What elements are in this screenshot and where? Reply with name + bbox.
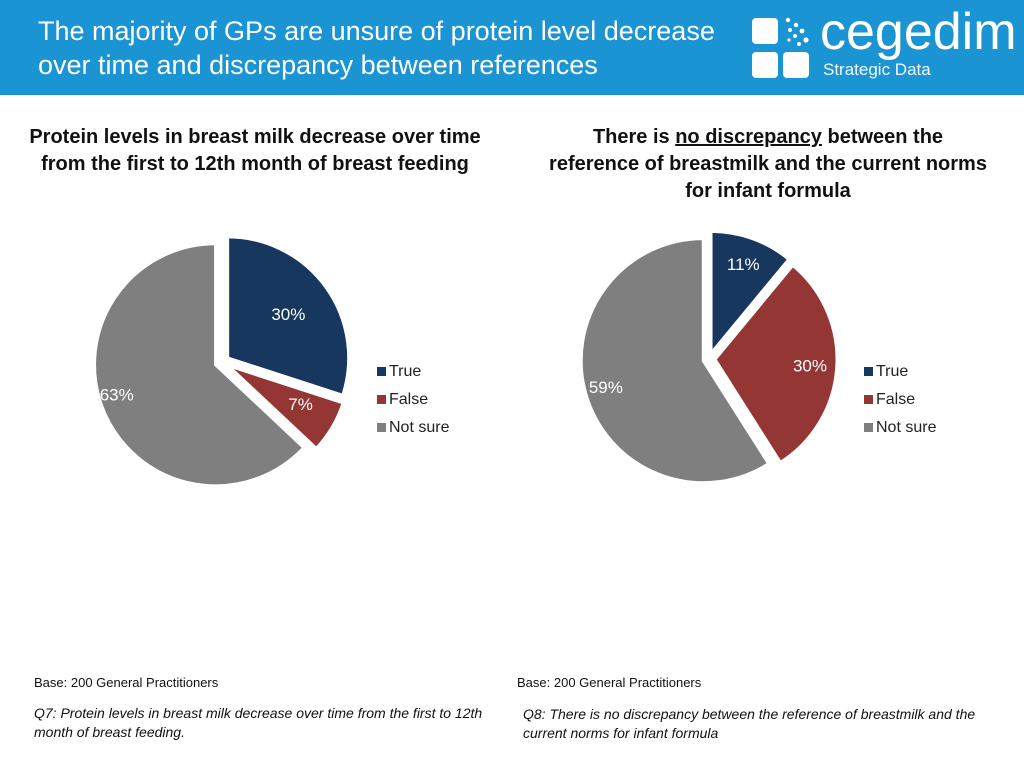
legend-swatch-false (864, 395, 873, 404)
logo-square-2 (752, 52, 778, 78)
pie-slice-true (226, 235, 351, 398)
data-label-false: 30% (793, 356, 827, 375)
chart-2-title: There is no discrepancy between the refe… (548, 124, 988, 205)
page-title: The majority of GPs are unsure of protei… (38, 14, 758, 82)
brand-subtitle: Strategic Data (823, 60, 931, 79)
legend-swatch-not-sure (377, 423, 386, 432)
pie-chart-no-discrepancy: 11% 30% 59% True False Not sure (579, 229, 937, 485)
page-title-line-2: over time and discrepancy between refere… (38, 50, 598, 80)
legend-swatch-true (377, 367, 386, 376)
data-label-true: 11% (727, 255, 760, 274)
pie-slice-not-sure (93, 242, 306, 488)
pie-slice-false (713, 263, 839, 465)
right-base-note: Base: 200 General Practitioners (517, 675, 702, 690)
chart-2-title-post: between the reference of breastmilk and … (549, 126, 987, 202)
left-base-note: Base: 200 General Practitioners (34, 675, 219, 690)
chart-2-title-underlined: no discrepancy (675, 126, 822, 148)
page-title-line-1: The majority of GPs are unsure of protei… (38, 16, 715, 46)
data-label-not-sure: 63% (100, 386, 134, 405)
logo-square-3 (783, 52, 809, 78)
logo-squares-icon (752, 18, 810, 78)
legend-swatch-true (864, 367, 873, 376)
logo-square-1 (752, 18, 778, 44)
chart-2-title-pre: There is (592, 126, 676, 148)
pie-slice-true (709, 229, 791, 358)
legend-label-false: False (389, 391, 428, 408)
header-banner: The majority of GPs are unsure of protei… (0, 0, 1024, 95)
data-label-false: 7% (288, 395, 313, 414)
legend-label-false: False (876, 391, 915, 408)
pie-slice-not-sure (579, 237, 771, 485)
pie-slice-false (226, 364, 345, 451)
data-label-not-sure: 59% (589, 378, 623, 397)
legend-swatch-not-sure (864, 423, 873, 432)
chart-1-title: Protein levels in breast milk decrease o… (29, 126, 481, 175)
legend-label-true: True (876, 363, 908, 380)
data-label-true: 30% (271, 305, 305, 324)
legend-label-not-sure: Not sure (876, 419, 937, 436)
brand-name: cegedim (820, 3, 1017, 61)
legend-label-not-sure: Not sure (389, 419, 450, 436)
logo-dots-icon (785, 17, 809, 46)
legend-label-true: True (389, 363, 421, 380)
left-question-note: Q7: Protein levels in breast milk decrea… (34, 705, 483, 740)
right-question-note: Q8: There is no discrepancy between the … (523, 706, 976, 741)
pie-chart-protein-decrease: 30% 7% 63% True False Not sure (93, 235, 450, 488)
legend-swatch-false (377, 395, 386, 404)
